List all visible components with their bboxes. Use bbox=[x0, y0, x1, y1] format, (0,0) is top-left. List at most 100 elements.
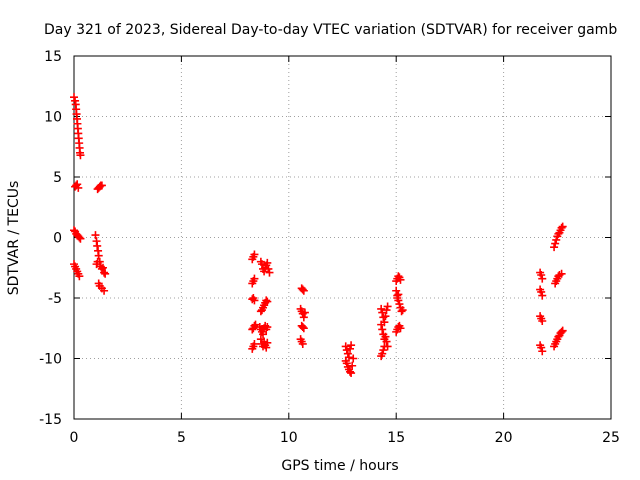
data-point bbox=[250, 339, 259, 348]
data-point bbox=[298, 285, 307, 294]
data-point bbox=[91, 231, 100, 240]
data-point bbox=[398, 306, 407, 315]
data-point bbox=[557, 223, 566, 232]
y-tick-label: 15 bbox=[44, 49, 62, 65]
data-point bbox=[381, 312, 390, 321]
data-point bbox=[551, 239, 560, 248]
data-point bbox=[396, 324, 405, 333]
data-point bbox=[346, 344, 355, 353]
data-point bbox=[250, 274, 259, 283]
data-point bbox=[98, 263, 107, 272]
data-point bbox=[347, 341, 356, 350]
data-point bbox=[298, 339, 307, 348]
data-point bbox=[343, 349, 352, 358]
data-point bbox=[383, 302, 392, 311]
x-tick-label: 15 bbox=[387, 430, 405, 446]
data-point bbox=[382, 306, 391, 315]
data-point bbox=[75, 233, 84, 242]
data-point bbox=[76, 234, 85, 243]
data-point bbox=[349, 354, 358, 363]
x-tick-label: 0 bbox=[70, 430, 79, 446]
data-point bbox=[379, 346, 388, 355]
data-point bbox=[94, 251, 103, 260]
data-point bbox=[381, 332, 390, 341]
data-point bbox=[538, 291, 547, 300]
data-point bbox=[537, 343, 546, 352]
x-tick-label: 5 bbox=[177, 430, 186, 446]
data-point bbox=[393, 294, 402, 302]
data-point bbox=[395, 300, 404, 309]
data-point bbox=[347, 369, 356, 378]
x-tick-label: 25 bbox=[602, 430, 620, 446]
data-point bbox=[263, 297, 272, 306]
data-point bbox=[558, 326, 567, 335]
data-point bbox=[262, 343, 271, 352]
data-point bbox=[396, 275, 405, 284]
y-axis-label: SDTVAR / TECUs bbox=[6, 181, 22, 296]
data-point bbox=[299, 286, 308, 295]
grid-lines bbox=[74, 56, 611, 419]
data-point bbox=[537, 287, 546, 296]
data-point bbox=[377, 320, 386, 329]
data-point bbox=[298, 323, 307, 332]
data-point bbox=[552, 235, 561, 244]
data-point bbox=[299, 313, 308, 322]
data-point bbox=[95, 257, 104, 266]
chart-title: Day 321 of 2023, Sidereal Day-to-day VTE… bbox=[44, 22, 617, 38]
x-tick-label: 10 bbox=[280, 430, 298, 446]
y-tick-label: -10 bbox=[39, 352, 62, 368]
data-point bbox=[263, 258, 272, 267]
data-point bbox=[100, 286, 109, 295]
data-point bbox=[264, 264, 273, 273]
data-point bbox=[250, 296, 259, 305]
data-point bbox=[382, 337, 391, 346]
y-tick-label: -15 bbox=[39, 412, 62, 428]
data-point bbox=[378, 349, 387, 358]
data-point bbox=[260, 267, 269, 276]
data-points bbox=[70, 93, 567, 378]
data-point bbox=[341, 342, 350, 351]
data-point bbox=[397, 307, 406, 316]
data-point bbox=[538, 347, 547, 356]
data-point bbox=[300, 308, 309, 317]
data-point bbox=[76, 151, 85, 160]
data-point bbox=[299, 324, 308, 333]
data-point bbox=[346, 367, 355, 376]
data-point bbox=[250, 250, 259, 259]
y-tick-label: 0 bbox=[53, 231, 62, 247]
data-point bbox=[538, 316, 547, 325]
data-point bbox=[537, 271, 546, 280]
data-point bbox=[250, 321, 259, 330]
data-point bbox=[558, 222, 567, 231]
data-point bbox=[550, 243, 559, 252]
data-point bbox=[557, 269, 566, 278]
data-point bbox=[538, 274, 547, 283]
data-point bbox=[101, 269, 110, 278]
data-point bbox=[377, 304, 386, 313]
data-point bbox=[97, 181, 106, 190]
data-point bbox=[263, 323, 272, 332]
data-point bbox=[262, 296, 271, 305]
data-point bbox=[265, 268, 274, 277]
data-point bbox=[73, 180, 82, 189]
data-point bbox=[263, 338, 272, 347]
y-tick-label: 10 bbox=[44, 110, 62, 126]
data-point bbox=[70, 93, 78, 102]
data-point bbox=[380, 342, 389, 351]
data-point bbox=[74, 183, 83, 192]
y-tick-label: 5 bbox=[53, 170, 62, 186]
x-tick-label: 20 bbox=[495, 430, 513, 446]
data-point bbox=[394, 290, 403, 299]
x-axis-label: GPS time / hours bbox=[281, 458, 398, 474]
y-tick-label: -5 bbox=[48, 291, 62, 307]
data-point bbox=[251, 320, 260, 329]
data-point bbox=[348, 361, 357, 370]
data-point bbox=[259, 330, 268, 339]
data-point bbox=[93, 241, 102, 250]
data-point bbox=[557, 327, 566, 336]
data-point bbox=[342, 359, 351, 368]
axis-ticks: 0 5 10 15 20 25 -15 -10 -5 0 5 10 15 bbox=[39, 49, 620, 446]
data-point bbox=[378, 325, 387, 334]
data-point bbox=[100, 268, 109, 277]
